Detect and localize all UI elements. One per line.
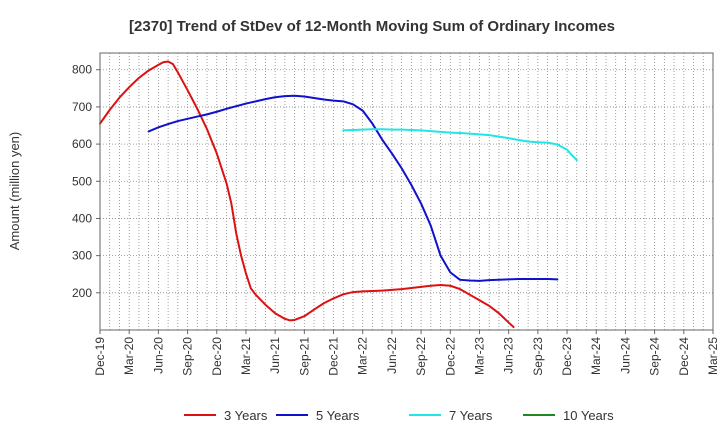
x-tick-label: Sep-22 bbox=[414, 337, 428, 376]
y-tick-labels: 200 300 400 500 600 700 800 bbox=[72, 63, 100, 300]
series-line-7-years bbox=[342, 128, 578, 162]
plot-frame bbox=[99, 52, 714, 331]
x-tick-label: Mar-23 bbox=[472, 337, 486, 375]
legend-item-7-years: 7 Years bbox=[409, 408, 493, 423]
x-tick-label: Mar-24 bbox=[589, 337, 603, 375]
legend-label: 10 Years bbox=[563, 408, 614, 423]
x-tick-label: Sep-21 bbox=[297, 337, 311, 376]
y-tick-label: 400 bbox=[72, 211, 92, 225]
x-tick-label: Jun-23 bbox=[502, 337, 516, 374]
y-axis-label: Amount (million yen) bbox=[7, 132, 22, 251]
x-tick-label: Mar-21 bbox=[239, 337, 253, 375]
y-tick-label: 700 bbox=[72, 100, 92, 114]
legend-item-5-years: 5 Years bbox=[276, 408, 360, 423]
legend-label: 7 Years bbox=[449, 408, 493, 423]
x-tick-label: Mar-22 bbox=[356, 337, 370, 375]
legend-label: 5 Years bbox=[316, 408, 360, 423]
x-tick-label: Jun-24 bbox=[618, 337, 632, 374]
x-tick-label: Sep-20 bbox=[181, 337, 195, 376]
legend-item-10-years: 10 Years bbox=[523, 408, 614, 423]
x-tick-label: Mar-20 bbox=[122, 337, 136, 375]
y-tick-label: 200 bbox=[72, 286, 92, 300]
x-tick-label: Dec-19 bbox=[93, 337, 107, 376]
series-lines bbox=[99, 60, 578, 329]
x-tick-label: Sep-24 bbox=[648, 337, 662, 376]
x-tick-label: Dec-23 bbox=[560, 337, 574, 376]
y-tick-label: 500 bbox=[72, 174, 92, 188]
y-tick-label: 600 bbox=[72, 137, 92, 151]
y-tick-label: 300 bbox=[72, 249, 92, 263]
series-line-3-years bbox=[99, 60, 515, 329]
x-tick-label: Dec-21 bbox=[327, 337, 341, 376]
y-tick-label: 800 bbox=[72, 63, 92, 77]
x-tick-labels: Dec-19 Mar-20 Jun-20 Sep-20 Dec-20 Mar-21 Jun-… bbox=[93, 330, 720, 376]
x-tick-label: Jun-20 bbox=[151, 337, 165, 374]
legend-label: 3 Years bbox=[224, 408, 268, 423]
x-tick-label: Dec-20 bbox=[210, 337, 224, 376]
legend: 3 Years 5 Years 7 Years 10 Years bbox=[184, 408, 614, 423]
x-tick-label: Jun-21 bbox=[268, 337, 282, 374]
x-tick-label: Mar-25 bbox=[706, 337, 720, 375]
x-tick-label: Dec-24 bbox=[677, 337, 691, 376]
legend-item-3-years: 3 Years bbox=[184, 408, 268, 423]
series-line-5-years bbox=[147, 94, 559, 282]
grid bbox=[100, 53, 713, 330]
x-tick-label: Sep-23 bbox=[531, 337, 545, 376]
chart-title: [2370] Trend of StDev of 12-Month Moving… bbox=[129, 18, 615, 35]
x-tick-label: Jun-22 bbox=[385, 337, 399, 374]
x-tick-label: Dec-22 bbox=[443, 337, 457, 376]
